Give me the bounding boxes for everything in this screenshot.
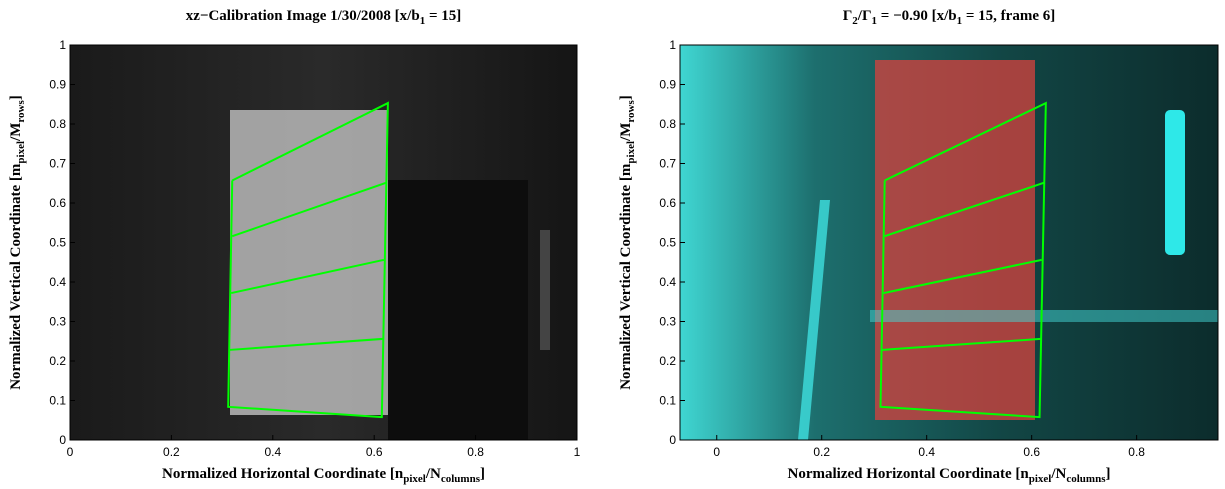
x-tick-label: 1 — [574, 445, 581, 459]
y-tick-label: 0.7 — [659, 157, 676, 171]
text-part: ] — [8, 95, 24, 100]
overlay-line — [231, 258, 385, 295]
y-tick-label: 0.5 — [49, 236, 66, 250]
subscript: 1 — [872, 15, 878, 27]
y-tick-label: 0.2 — [659, 354, 676, 368]
y-tick-label: 0.9 — [49, 78, 66, 92]
y-tick-label: 0 — [59, 433, 66, 447]
text-part: xz−Calibration Image 1/30/2008 [x/b — [186, 8, 420, 24]
x-tick-label: 0.6 — [1023, 445, 1040, 459]
overlay-line — [881, 337, 1041, 351]
text-part: /N — [1050, 466, 1066, 482]
y-axis-label: Normalized Vertical Coordinate [mpixel/M… — [618, 95, 637, 390]
subscript: pixel — [1029, 473, 1052, 485]
text-part: = 15, frame 6] — [962, 8, 1055, 24]
y-tick-label: 0.9 — [659, 78, 676, 92]
x-tick-label: 0 — [713, 445, 720, 459]
text-part: ] — [1105, 466, 1110, 482]
subscript: 1 — [420, 15, 426, 27]
y-tick-label: 0.2 — [49, 354, 66, 368]
overlay-line — [227, 101, 389, 419]
text-part: ] — [480, 466, 485, 482]
text-part: = −0.90 [x/b — [877, 8, 957, 24]
subscript: rows — [15, 100, 27, 123]
x-tick-label: 0 — [67, 445, 74, 459]
chart-title: xz−Calibration Image 1/30/2008 [x/b1 = 1… — [186, 8, 462, 27]
y-tick-label: 0.5 — [659, 236, 676, 250]
subscript: columns — [441, 473, 481, 485]
x-axis-label: Normalized Horizontal Coordinate [npixel… — [162, 466, 485, 485]
text-part: Normalized Horizontal Coordinate [n — [788, 466, 1030, 482]
y-tick-label: 0.3 — [49, 315, 66, 329]
y-tick-label: 0 — [669, 433, 676, 447]
y-tick-label: 0.6 — [49, 196, 66, 210]
text-part: /Γ — [857, 8, 872, 24]
x-tick-label: 0.4 — [918, 445, 935, 459]
text-part: Γ — [843, 8, 853, 24]
y-tick-label: 0.4 — [49, 275, 66, 289]
text-part: /M — [8, 123, 24, 142]
y-tick-label: 0.1 — [49, 394, 66, 408]
subscript: 1 — [957, 15, 963, 27]
overlay-line — [879, 101, 1047, 419]
subscript: 2 — [852, 15, 858, 27]
overlay-line — [229, 337, 383, 351]
image-left — [70, 45, 577, 440]
x-tick-label: 0.8 — [1128, 445, 1145, 459]
x-tick-label: 0.4 — [264, 445, 281, 459]
y-axis-label: Normalized Vertical Coordinate [mpixel/M… — [8, 95, 27, 390]
text-part: Normalized Horizontal Coordinate [n — [162, 466, 404, 482]
overlay-line — [231, 181, 387, 238]
image-right — [680, 45, 1218, 440]
y-tick-label: 1 — [669, 38, 676, 52]
x-axis-label: Normalized Horizontal Coordinate [npixel… — [788, 466, 1111, 485]
subscript: pixel — [15, 141, 27, 164]
text-part: /M — [618, 123, 634, 142]
subscript: columns — [1066, 473, 1106, 485]
y-tick-label: 0.3 — [659, 315, 676, 329]
text-part: /N — [425, 466, 441, 482]
overlay-line — [884, 181, 1045, 238]
chart-title: Γ2/Γ1 = −0.90 [x/b1 = 15, frame 6] — [843, 8, 1055, 27]
y-tick-label: 0.1 — [659, 394, 676, 408]
text-part: Normalized Vertical Coordinate [m — [618, 163, 634, 390]
y-tick-label: 0.4 — [659, 275, 676, 289]
subscript: pixel — [625, 141, 637, 164]
x-tick-label: 0.6 — [366, 445, 383, 459]
y-tick-label: 1 — [59, 38, 66, 52]
plots: xz−Calibration Image 1/30/2008 [x/b1 = 1… — [8, 8, 1219, 485]
overlay-line — [883, 258, 1042, 295]
subscript: pixel — [403, 473, 426, 485]
y-tick-label: 0.7 — [49, 157, 66, 171]
text-part: = 15] — [425, 8, 461, 24]
text-part: ] — [618, 95, 634, 100]
text-part: Normalized Vertical Coordinate [m — [8, 163, 24, 390]
x-tick-label: 0.2 — [813, 445, 830, 459]
y-tick-label: 0.8 — [49, 117, 66, 131]
y-tick-label: 0.6 — [659, 196, 676, 210]
x-tick-label: 0.8 — [467, 445, 484, 459]
y-tick-label: 0.8 — [659, 117, 676, 131]
x-tick-label: 0.2 — [163, 445, 180, 459]
subscript: rows — [625, 100, 637, 123]
